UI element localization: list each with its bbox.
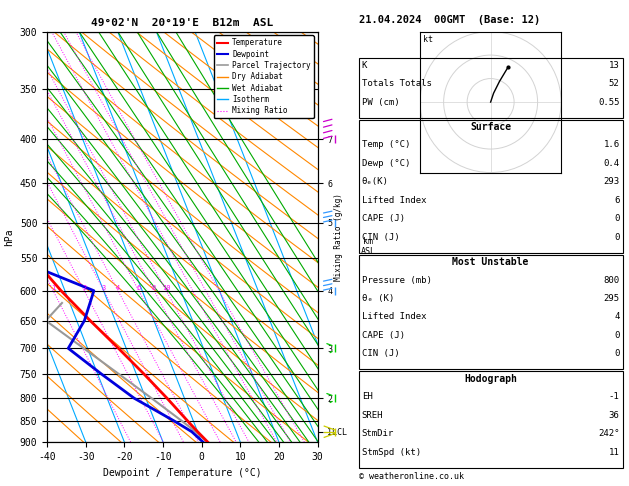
Text: 800: 800: [603, 276, 620, 285]
Text: CIN (J): CIN (J): [362, 349, 399, 359]
Text: Mixing Ratio (g/kg): Mixing Ratio (g/kg): [333, 193, 343, 281]
Text: Totals Totals: Totals Totals: [362, 79, 431, 88]
Text: 293: 293: [603, 177, 620, 187]
Text: K: K: [362, 61, 367, 70]
Text: 6: 6: [136, 285, 141, 291]
Title: 49°02'N  20°19'E  B12m  ASL: 49°02'N 20°19'E B12m ASL: [91, 18, 274, 28]
Text: 3: 3: [102, 285, 106, 291]
Y-axis label: km
ASL: km ASL: [360, 237, 376, 256]
X-axis label: Dewpoint / Temperature (°C): Dewpoint / Temperature (°C): [103, 468, 262, 478]
Text: Pressure (mb): Pressure (mb): [362, 276, 431, 285]
Text: 0: 0: [614, 349, 620, 359]
Text: 10: 10: [162, 285, 170, 291]
Text: EH: EH: [362, 392, 372, 401]
Text: 0: 0: [614, 233, 620, 242]
Text: 13: 13: [609, 61, 620, 70]
Text: θₑ (K): θₑ (K): [362, 294, 394, 303]
Text: kt: kt: [423, 35, 433, 44]
Text: 0: 0: [614, 214, 620, 224]
Text: 1: 1: [51, 285, 55, 291]
Text: Temp (°C): Temp (°C): [362, 140, 410, 150]
Text: 0: 0: [614, 331, 620, 340]
Text: 21.04.2024  00GMT  (Base: 12): 21.04.2024 00GMT (Base: 12): [359, 15, 540, 25]
Text: SREH: SREH: [362, 411, 383, 420]
Text: Most Unstable: Most Unstable: [452, 257, 529, 267]
Text: 2: 2: [82, 285, 87, 291]
Text: θₑ(K): θₑ(K): [362, 177, 389, 187]
Text: StmSpd (kt): StmSpd (kt): [362, 448, 421, 457]
Text: Hodograph: Hodograph: [464, 374, 517, 384]
Text: -1: -1: [609, 392, 620, 401]
Text: CAPE (J): CAPE (J): [362, 214, 404, 224]
Text: PW (cm): PW (cm): [362, 98, 399, 107]
Text: Lifted Index: Lifted Index: [362, 312, 426, 322]
Text: © weatheronline.co.uk: © weatheronline.co.uk: [359, 472, 464, 481]
Text: 4: 4: [614, 312, 620, 322]
Text: 242°: 242°: [598, 429, 620, 438]
Text: 52: 52: [609, 79, 620, 88]
Text: 4: 4: [116, 285, 120, 291]
Legend: Temperature, Dewpoint, Parcel Trajectory, Dry Adiabat, Wet Adiabat, Isotherm, Mi: Temperature, Dewpoint, Parcel Trajectory…: [214, 35, 314, 118]
Text: 6: 6: [614, 196, 620, 205]
Text: StmDir: StmDir: [362, 429, 394, 438]
Text: 8: 8: [152, 285, 156, 291]
Text: 36: 36: [609, 411, 620, 420]
Text: Dewp (°C): Dewp (°C): [362, 159, 410, 168]
Text: Surface: Surface: [470, 122, 511, 132]
Text: Lifted Index: Lifted Index: [362, 196, 426, 205]
Text: CAPE (J): CAPE (J): [362, 331, 404, 340]
Text: 11: 11: [609, 448, 620, 457]
Text: CIN (J): CIN (J): [362, 233, 399, 242]
Text: 0.55: 0.55: [598, 98, 620, 107]
Y-axis label: hPa: hPa: [4, 228, 14, 246]
Text: 295: 295: [603, 294, 620, 303]
Text: 0.4: 0.4: [603, 159, 620, 168]
Text: 1.6: 1.6: [603, 140, 620, 150]
